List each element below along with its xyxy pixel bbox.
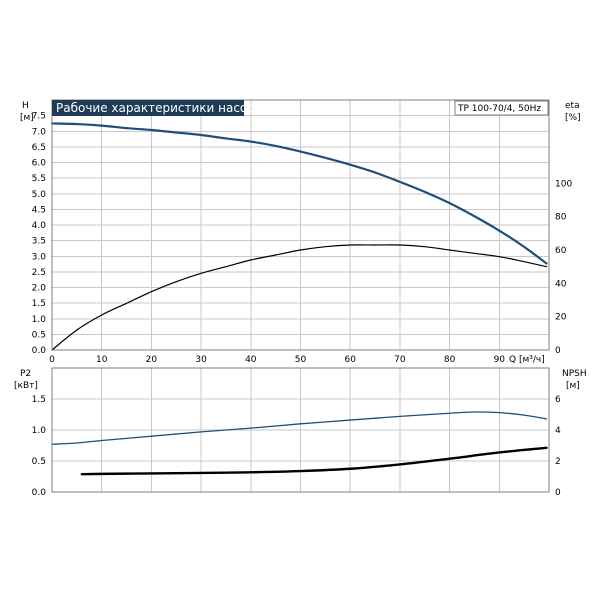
x-tick-label: 60 <box>344 355 356 365</box>
chart-title: Рабочие характеристики насоса <box>56 101 261 115</box>
x-axis-label: Q [м³/ч] <box>509 355 545 365</box>
y-tick-label: 3.0 <box>32 252 47 262</box>
y-axis-unit-head: [м] <box>20 113 34 123</box>
y-tick-label: 4.0 <box>32 221 47 231</box>
x-tick-label: 20 <box>146 355 158 365</box>
y2-axis-unit-npsh: [м] <box>566 381 580 391</box>
npsh-curve <box>80 446 548 476</box>
npsh-tick-label: 2 <box>555 457 561 467</box>
y2-tick-label: 40 <box>555 279 567 289</box>
y-tick-label: 1.5 <box>32 299 46 309</box>
y2-axis-name-npsh: NPSH <box>562 369 587 379</box>
y2-tick-label: 100 <box>555 179 572 189</box>
top-plot-frame <box>51 99 550 351</box>
y-tick-label: 3.5 <box>32 237 46 247</box>
bottom-grid <box>52 368 549 492</box>
power-npsh-panel: 0.0 0.5 1.0 1.5 0 2 4 6 P2 [кВт] NPSH [м] <box>14 367 587 498</box>
power-axis-ticks: 0.0 0.5 1.0 1.5 <box>32 395 47 498</box>
x-tick-label: 10 <box>96 355 108 365</box>
y2-tick-label: 20 <box>555 313 567 323</box>
head-efficiency-panel: 0 10 20 30 40 50 60 70 80 90 0.0 0.5 1.0 1.5 2.0 2.5 3.… <box>20 99 581 365</box>
bottom-plot-frame <box>51 367 550 493</box>
x-tick-label: 70 <box>394 355 406 365</box>
power-curve <box>51 411 548 445</box>
y-tick-label: 2.0 <box>32 284 47 294</box>
y-tick-label: 7.0 <box>32 127 47 137</box>
model-label-box <box>454 100 549 116</box>
y-tick-label: 7.5 <box>32 112 46 122</box>
y-axis-unit-power: [кВт] <box>14 381 38 391</box>
npsh-tick-label: 6 <box>555 395 561 405</box>
x-tick-label: 40 <box>245 355 257 365</box>
x-tick-label: 90 <box>494 355 506 365</box>
y-tick-label: 5.0 <box>32 190 47 200</box>
y-tick-label: 5.5 <box>32 174 46 184</box>
top-curves <box>50 122 548 351</box>
x-tick-label: 30 <box>195 355 207 365</box>
npsh-tick-label: 0 <box>555 488 561 498</box>
efficiency-curve <box>51 244 548 351</box>
y2-tick-label: 0 <box>555 346 561 356</box>
npsh-tick-label: 4 <box>555 426 561 436</box>
x-axis-ticks: 0 10 20 30 40 50 60 70 80 90 <box>49 355 505 365</box>
y2-tick-label: 80 <box>555 213 567 223</box>
x-tick-label: 80 <box>444 355 456 365</box>
y-axis-name-power: P2 <box>20 369 31 379</box>
power-tick-label: 0.0 <box>32 488 47 498</box>
power-tick-label: 1.5 <box>32 395 46 405</box>
y-tick-label: 6.0 <box>32 159 47 169</box>
power-tick-label: 1.0 <box>32 426 47 436</box>
right-axis-ticks: 0 20 40 60 80 100 <box>555 179 572 356</box>
model-label: TP 100-70/4, 50Hz <box>457 104 541 114</box>
y-tick-label: 2.5 <box>32 268 46 278</box>
y-tick-label: 4.5 <box>32 205 46 215</box>
power-tick-label: 0.5 <box>32 457 46 467</box>
head-curve <box>50 122 548 265</box>
bottom-curves <box>51 411 548 476</box>
x-tick-label: 0 <box>49 355 55 365</box>
y2-axis-unit-eta: [%] <box>565 113 581 123</box>
y-tick-label: 1.0 <box>32 315 47 325</box>
y2-axis-name-eta: eta <box>565 101 580 111</box>
left-axis-ticks: 0.0 0.5 1.0 1.5 2.0 2.5 3.0 3.5 4.0 4.5 5.0 5.5 6.0 6… <box>32 112 47 356</box>
title-background <box>52 100 244 116</box>
npsh-axis-ticks: 0 2 4 6 <box>555 395 561 498</box>
y-axis-name-head: H <box>22 101 29 111</box>
y2-tick-label: 60 <box>555 246 567 256</box>
y-tick-label: 0.5 <box>32 330 46 340</box>
y-tick-label: 6.5 <box>32 143 46 153</box>
top-grid <box>52 100 549 350</box>
y-tick-label: 0.0 <box>32 346 47 356</box>
x-tick-label: 50 <box>295 355 307 365</box>
